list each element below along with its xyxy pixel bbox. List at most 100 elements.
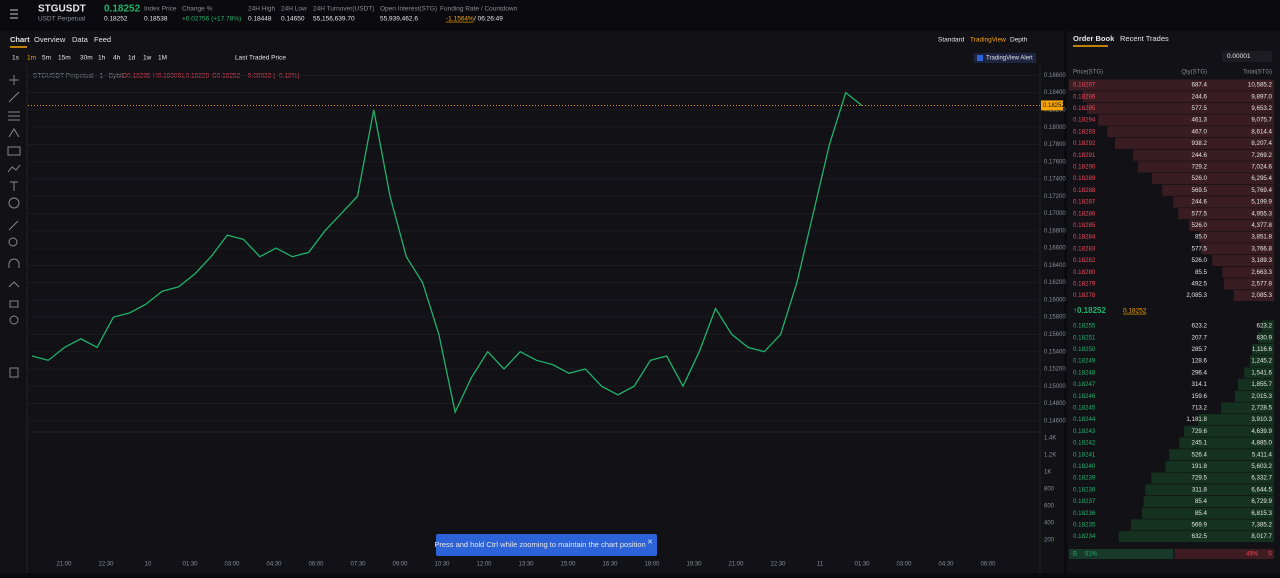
depth-bar [1257, 332, 1274, 344]
row-total: 2,663.3 [1251, 269, 1272, 276]
row-qty: 296.4 [1192, 369, 1208, 376]
y-tick-label: 0.18200 [1044, 107, 1066, 113]
recent-trades-tab[interactable]: Recent Trades [1120, 34, 1169, 43]
buy-tag: B [1073, 552, 1077, 558]
depth-bar [1162, 184, 1274, 196]
current-price-label: 0.18252 [1043, 103, 1065, 109]
row-total: 2,577.8 [1251, 281, 1272, 288]
row-total: 5,199.9 [1251, 199, 1272, 206]
depth-bar [1261, 320, 1274, 332]
legend-open: O0.18285 [122, 73, 151, 80]
y-tick-label: 0.18000 [1044, 125, 1066, 131]
interval[interactable]: 1s [12, 55, 20, 62]
row-price: 0.18249 [1073, 358, 1096, 365]
depth-bar [1252, 343, 1274, 355]
row-price: 0.18297 [1073, 82, 1096, 89]
chart-tab[interactable]: Overview [34, 35, 66, 44]
stat-label: 24H Low [281, 6, 307, 13]
time-label: 13:30 [518, 562, 534, 568]
y-tick-label: 0.17800 [1044, 142, 1066, 148]
tool-icons[interactable] [7, 75, 21, 378]
interval[interactable]: 1w [143, 55, 152, 62]
chart-tab[interactable]: Chart [10, 35, 30, 44]
row-price: 0.18251 [1073, 334, 1096, 341]
time-label: 19:30 [686, 562, 702, 568]
current-price-tag [1041, 100, 1063, 111]
depth-bar [1165, 460, 1274, 472]
depth-bar [1143, 496, 1274, 507]
view-mode[interactable]: Standard [938, 37, 965, 44]
y-tick-label: 0.14600 [1044, 418, 1066, 424]
row-price: 0.18250 [1073, 346, 1096, 353]
volume-tick-label: 1.2K [1044, 453, 1056, 459]
time-label: 01:30 [854, 562, 870, 568]
order-book-tab[interactable]: Order Book [1073, 34, 1115, 43]
chart-tab[interactable]: Feed [94, 35, 111, 44]
interval[interactable]: 1M [158, 55, 167, 62]
interval[interactable]: 1d [128, 55, 136, 62]
alert-text[interactable]: TradingView Alert [986, 56, 1033, 62]
depth-bar [1199, 231, 1274, 243]
menu-icon[interactable] [10, 9, 18, 19]
row-price: 0.18282 [1073, 257, 1096, 264]
stat-value: 0.14650 [281, 16, 305, 23]
row-total: 6,815.3 [1251, 510, 1272, 517]
toast-bg [436, 534, 657, 556]
depth-bar [1198, 414, 1274, 426]
row-qty: 244.6 [1192, 199, 1208, 206]
interval[interactable]: 5m [42, 55, 51, 62]
interval[interactable]: 15m [58, 55, 71, 62]
row-price: 0.18236 [1073, 510, 1096, 517]
toast-close[interactable]: × [647, 536, 652, 546]
precision-select[interactable] [1222, 51, 1272, 62]
time-label: 07:30 [350, 562, 366, 568]
interval[interactable]: 1h [98, 55, 106, 62]
row-total: 6,729.9 [1251, 498, 1272, 505]
time-label: 09:00 [392, 562, 408, 568]
chart-panel [0, 31, 1064, 573]
row-price: 0.18293 [1073, 128, 1096, 135]
time-label: 06:00 [980, 562, 996, 568]
price-line [31, 91, 863, 415]
y-tick-label: 0.16400 [1044, 263, 1066, 269]
funding-rate: -1.1564% [446, 16, 474, 23]
row-price: 0.18288 [1073, 187, 1096, 194]
row-total: 5,603.2 [1251, 463, 1272, 470]
depth-bar [1178, 208, 1274, 220]
row-price: 0.18286 [1073, 210, 1096, 217]
y-tick-label: 0.16800 [1044, 228, 1066, 234]
time-label: 04:30 [266, 562, 282, 568]
interval[interactable]: 4h [113, 55, 121, 62]
time-label: 03:00 [224, 562, 240, 568]
view-mode[interactable]: Depth [1010, 37, 1028, 44]
chart-tab[interactable]: Data [72, 35, 89, 44]
row-total: 2,728.5 [1251, 405, 1272, 412]
col-price: Price(STG) [1073, 70, 1103, 76]
price-source[interactable]: Last Traded Price [235, 55, 286, 62]
interval[interactable]: 30m [80, 55, 93, 62]
row-price: 0.18245 [1073, 405, 1096, 412]
y-tick-label: 0.18400 [1044, 90, 1066, 96]
depth-bar [1142, 507, 1274, 519]
row-total: 8,614.4 [1251, 128, 1272, 135]
row-price: 0.18246 [1073, 393, 1096, 400]
row-total: 6,332.7 [1251, 475, 1272, 482]
row-total: 9,075.7 [1251, 117, 1272, 124]
y-tick-label: 0.16000 [1044, 297, 1066, 303]
interval[interactable]: 1m [27, 55, 36, 62]
time-label: 12:00 [476, 562, 492, 568]
row-total: 7,385.2 [1251, 522, 1272, 529]
row-total: 4,639.9 [1251, 428, 1272, 435]
time-label: 21:00 [728, 562, 744, 568]
col-total: Total(STG) [1243, 70, 1272, 76]
row-qty: 461.3 [1192, 117, 1208, 124]
row-total: 2,015.3 [1251, 393, 1272, 400]
alert-button[interactable] [974, 53, 1036, 63]
view-mode[interactable]: TradingView [970, 37, 1006, 44]
row-price: 0.18290 [1073, 164, 1096, 171]
row-qty: 467.0 [1192, 128, 1208, 135]
stat-value: +0.02756 (+17.78%) [182, 16, 241, 23]
row-price: 0.18280 [1073, 269, 1096, 276]
row-qty: 128.6 [1192, 358, 1208, 365]
